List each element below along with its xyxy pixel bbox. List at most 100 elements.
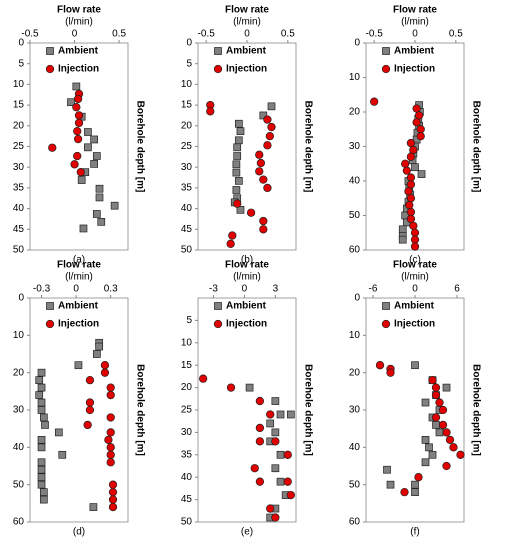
- point: [108, 480, 118, 489]
- point: [95, 184, 104, 193]
- point: [386, 368, 395, 377]
- point: [255, 396, 265, 406]
- y-tick-label: 40: [181, 472, 193, 483]
- y-tick-label: 30: [181, 427, 193, 438]
- y-axis-label: Borehole depth [m]: [134, 364, 145, 456]
- y-tick-label: 5: [18, 58, 24, 69]
- legend-marker: [213, 319, 223, 329]
- point: [414, 473, 423, 482]
- point: [286, 410, 295, 419]
- y-tick-label: 30: [13, 405, 25, 416]
- y-tick-label: 10: [181, 337, 193, 348]
- point: [100, 368, 110, 377]
- legend-marker: [46, 302, 54, 310]
- y-axis-label: Borehole depth [m]: [134, 101, 145, 193]
- title: Flow rate: [393, 5, 437, 16]
- x-tick-label: -6: [369, 284, 378, 295]
- x-tick-label: 0: [412, 284, 418, 295]
- point: [435, 428, 444, 437]
- point: [255, 437, 265, 446]
- legend-label: Ambient: [394, 46, 435, 57]
- point: [271, 428, 280, 437]
- point: [73, 94, 83, 104]
- point: [410, 228, 420, 237]
- point: [267, 122, 276, 132]
- y-tick-label: 30: [349, 405, 361, 416]
- point: [409, 221, 418, 231]
- y-tick-label: 0: [354, 38, 360, 49]
- point: [37, 406, 46, 414]
- x-tick-label: 0.5: [281, 29, 295, 40]
- x-tick-label: -0.3: [33, 284, 51, 295]
- point: [271, 513, 280, 522]
- point: [259, 225, 268, 234]
- y-tick-label: 5: [186, 58, 192, 69]
- legend-label: Injection: [394, 319, 435, 330]
- point: [406, 207, 416, 217]
- legend-marker: [46, 47, 54, 55]
- point: [370, 97, 379, 106]
- y-tick-label: 20: [181, 382, 193, 393]
- y-tick-label: 30: [181, 162, 193, 173]
- point: [431, 390, 441, 400]
- point: [90, 135, 98, 144]
- x-tick-label: -0.5: [198, 29, 216, 40]
- y-tick-label: 35: [181, 449, 193, 460]
- point: [411, 480, 419, 489]
- point: [37, 398, 46, 407]
- y-tick-label: 35: [181, 183, 193, 194]
- x-tick-label: -0.5: [21, 29, 39, 40]
- y-tick-label: 25: [181, 141, 193, 152]
- point: [421, 398, 430, 407]
- y-tick-label: 25: [181, 405, 193, 416]
- legend-label: Ambient: [226, 46, 267, 57]
- caption: (c): [409, 255, 421, 266]
- point: [405, 200, 414, 210]
- legend-marker: [382, 302, 390, 310]
- point: [85, 405, 95, 415]
- y-tick-label: 20: [349, 107, 361, 118]
- point: [54, 428, 63, 437]
- title: Flow rate: [225, 5, 269, 16]
- point: [259, 175, 268, 184]
- point: [234, 177, 243, 185]
- point: [106, 458, 115, 467]
- y-tick-label: 30: [13, 162, 25, 173]
- point: [72, 82, 81, 91]
- point: [276, 450, 285, 459]
- point: [37, 465, 46, 474]
- point: [37, 473, 46, 482]
- point: [410, 242, 420, 251]
- y-tick-label: 10: [349, 72, 361, 83]
- point: [442, 461, 451, 471]
- x-tick-label: 0: [244, 29, 250, 40]
- point: [263, 141, 272, 150]
- y-tick-label: 45: [181, 494, 193, 505]
- point: [401, 159, 410, 168]
- y-tick-label: 0: [18, 293, 24, 304]
- point: [409, 145, 418, 155]
- point: [106, 428, 115, 437]
- point: [48, 143, 57, 152]
- point: [416, 125, 425, 134]
- legend-label: Injection: [58, 64, 99, 75]
- point: [283, 477, 292, 486]
- x-tick-label: 0: [242, 284, 248, 295]
- y-tick-label: 50: [349, 210, 361, 221]
- point: [39, 413, 48, 422]
- caption: (b): [241, 255, 253, 266]
- point: [234, 119, 243, 128]
- point: [266, 410, 275, 419]
- caption: (f): [410, 527, 419, 538]
- point: [37, 383, 46, 392]
- point: [412, 118, 421, 127]
- point: [386, 480, 395, 489]
- point: [432, 421, 440, 429]
- point: [37, 480, 46, 489]
- point: [93, 350, 101, 358]
- y-tick-label: 0: [186, 38, 192, 49]
- point: [233, 199, 242, 208]
- point: [74, 118, 84, 128]
- point: [234, 136, 243, 145]
- point: [404, 187, 413, 196]
